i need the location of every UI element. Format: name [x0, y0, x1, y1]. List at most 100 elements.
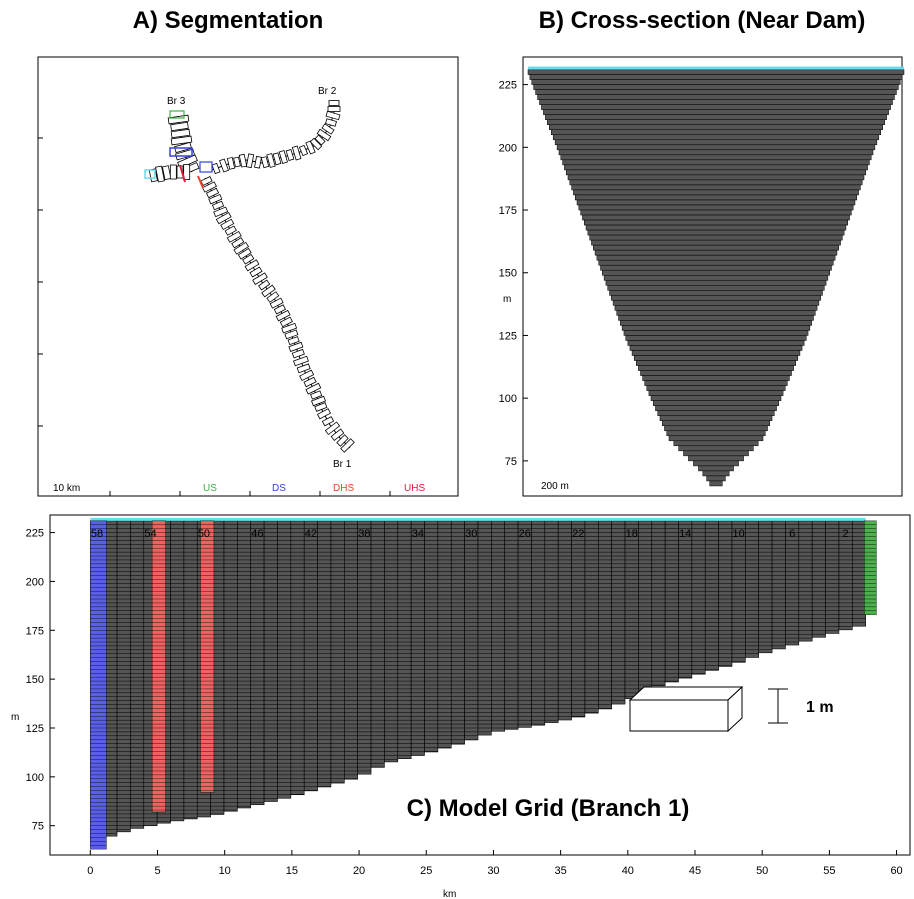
grid-column [731, 520, 746, 663]
grid-column [357, 520, 372, 775]
segment-number-label: 14 [679, 528, 691, 540]
cross-section-layer [661, 420, 771, 427]
branch-1-cell [205, 187, 220, 199]
highlighted-column-dhs [151, 520, 166, 813]
legend-ds: DS [272, 483, 286, 494]
cross-section-layer [611, 295, 821, 301]
grid-water-surface [90, 517, 866, 521]
segment-number-label: 42 [305, 528, 317, 540]
branch-1-cell [340, 438, 355, 453]
cross-section-layer [709, 480, 723, 487]
cross-section-layer [539, 99, 893, 105]
panel-b-y-tick-label: 150 [499, 268, 517, 280]
model-grid-highlighted-columns [90, 520, 877, 850]
grid-column [370, 520, 385, 768]
grid-column [397, 520, 412, 759]
branch-1-cell [258, 279, 271, 291]
panel-c-x-tick-label: 20 [353, 865, 365, 877]
branch-1-cell [311, 395, 326, 407]
cross-section-layer [576, 199, 856, 206]
cross-section-layer [616, 310, 816, 316]
cross-section-layer [621, 325, 811, 331]
cross-section-layer [631, 350, 801, 356]
branch-1-cell [252, 272, 268, 285]
branch-2-cell [245, 153, 255, 169]
cross-section-layer [537, 94, 895, 100]
branch-1-cell [288, 341, 304, 352]
panel-c-y-tick-label: 75 [32, 821, 44, 833]
cross-section-layer [580, 209, 852, 216]
panel-b-y-tick-label: 100 [499, 393, 517, 405]
grid-column [183, 520, 198, 820]
panel-a-branch-label-1: Br 1 [333, 459, 352, 470]
grid-column [758, 520, 773, 654]
cross-section-layer [607, 285, 825, 291]
river-network [144, 100, 355, 453]
cross-section-layer [683, 450, 749, 457]
cross-section-layer [565, 169, 867, 176]
panel-c-x-tick-label: 55 [823, 865, 835, 877]
segment-number-label: 58 [91, 528, 103, 540]
panel-a: Br 3 Br 2 Br 1 10 km US DS DHS UHS [37, 56, 459, 497]
branch-1-cell [284, 329, 299, 340]
grid-column [638, 520, 653, 693]
highlighted-column-uhs [200, 520, 215, 793]
cross-section-layer [549, 124, 883, 130]
grid-column [584, 520, 599, 714]
cross-section-layer [698, 465, 734, 472]
branch-1-cell [324, 421, 341, 436]
grid-column [116, 520, 131, 833]
cross-section-layer [562, 159, 870, 166]
branch-2-cell [328, 100, 340, 106]
cross-section-layer [554, 139, 878, 146]
cross-section-layer [655, 405, 777, 411]
panel-c-x-tick-label: 5 [154, 865, 160, 877]
branch-1-cell [293, 355, 309, 367]
panel-c-title: C) Model Grid (Branch 1) [407, 795, 690, 822]
cross-section-layer [569, 179, 863, 186]
cross-section-layer [547, 119, 885, 125]
cross-section-layer [573, 189, 859, 196]
cross-section-layer [668, 435, 764, 442]
cross-section-layer [673, 440, 759, 447]
segment-number-label: 18 [626, 528, 638, 540]
branch-2-cell [309, 137, 323, 151]
cross-section-layer [623, 330, 809, 336]
branch-1-cell [266, 291, 280, 303]
branch-2-cell [321, 123, 335, 135]
cross-section-layer [578, 204, 854, 211]
cross-section-layer [583, 219, 849, 226]
segment-dam-marker [144, 169, 156, 179]
cross-section-layer [688, 455, 744, 462]
branch-1-cell [273, 304, 287, 315]
panel-b-y-tick-label: 75 [505, 456, 517, 468]
grid-column [517, 520, 532, 728]
segment-number-label: 50 [198, 528, 210, 540]
cross-section-layer [650, 395, 782, 401]
cross-section-layer [702, 470, 730, 477]
grid-column [477, 520, 492, 736]
grid-column [771, 520, 786, 650]
grid-column [745, 520, 760, 658]
branch-3-cell [170, 128, 191, 139]
cross-section-layer [603, 274, 829, 281]
cross-section-layer [706, 475, 726, 482]
cross-section-layer [629, 345, 803, 351]
cross-section-layer [659, 415, 773, 421]
grid-column [798, 520, 813, 642]
branch-1-cell [202, 181, 217, 193]
panel-c: 58 54 50 46 42 38 34 30 26 22 18 14 10 6 2 75100125150… [11, 514, 911, 899]
cross-section-layer [609, 290, 823, 296]
panel-a-branch-label-3: Br 3 [167, 96, 186, 107]
cross-section-layer [646, 385, 786, 391]
cross-section-layer [560, 154, 872, 161]
junction-cell [169, 164, 177, 180]
panel-b-ylabel: m [503, 294, 511, 305]
cross-section-layer [571, 184, 861, 191]
branch-2-cell [327, 106, 341, 112]
cross-section-layer [666, 430, 766, 437]
panel-c-x-tick-label: 25 [420, 865, 432, 877]
cross-section-layer [585, 224, 847, 231]
segment-number-label: 54 [144, 528, 156, 540]
